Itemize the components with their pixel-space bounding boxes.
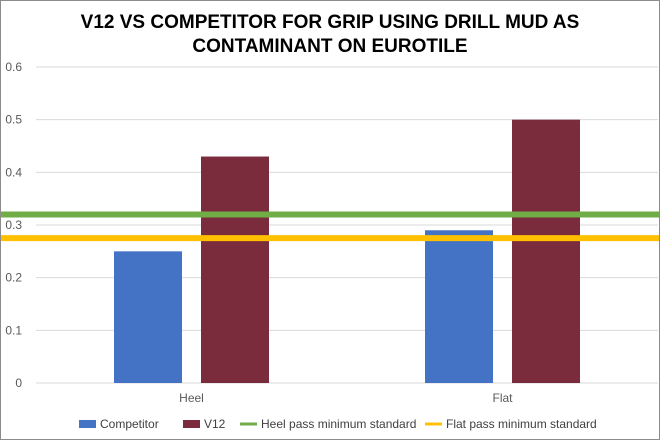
y-tick-label-4: 0.4 bbox=[5, 165, 22, 179]
legend-swatch-v12 bbox=[183, 420, 200, 428]
x-tick-label-flat: Flat bbox=[492, 391, 513, 405]
y-tick-label-2: 0.2 bbox=[5, 271, 22, 285]
chart-title-line-1: V12 VS COMPETITOR FOR GRIP USING DRILL M… bbox=[80, 12, 580, 33]
chart-title: V12 VS COMPETITOR FOR GRIP USING DRILL M… bbox=[1, 11, 659, 59]
bar-competitor-flat bbox=[425, 230, 493, 383]
legend-label-v12: V12 bbox=[204, 417, 226, 431]
y-tick-label-1: 0.1 bbox=[5, 323, 22, 337]
legend-swatch-competitor bbox=[79, 420, 96, 428]
y-tick-label-0: 0 bbox=[15, 376, 22, 390]
x-tick-label-heel: Heel bbox=[179, 391, 204, 405]
bar-competitor-heel bbox=[114, 251, 182, 383]
y-tick-label-6: 0.6 bbox=[5, 60, 22, 74]
chart-title-line-2: CONTAMINANT ON EUROTILE bbox=[192, 36, 468, 57]
legend-label-flat-pass-minimum-standard: Flat pass minimum standard bbox=[446, 417, 597, 431]
legend-label-heel-pass-minimum-standard: Heel pass minimum standard bbox=[261, 417, 416, 431]
y-tick-label-3: 0.3 bbox=[5, 218, 22, 232]
y-tick-label-5: 0.5 bbox=[5, 113, 22, 127]
bar-v12-heel bbox=[201, 156, 269, 383]
legend-label-competitor: Competitor bbox=[100, 417, 159, 431]
bar-v12-flat bbox=[512, 119, 580, 384]
